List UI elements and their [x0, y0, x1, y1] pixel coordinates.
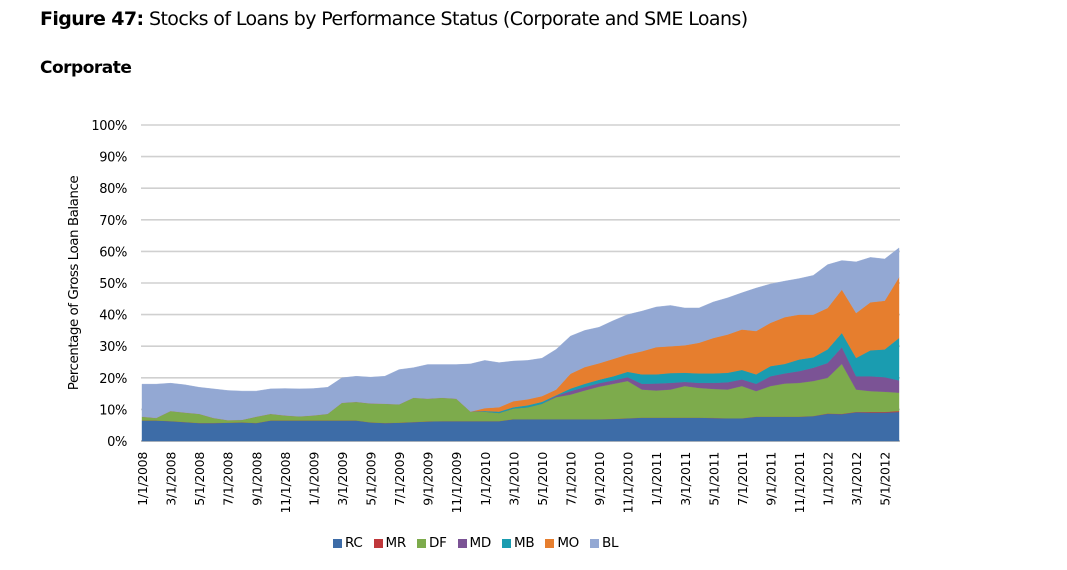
- legend-item-bl: BL: [590, 535, 618, 551]
- y-tick-label: 10%: [99, 403, 127, 418]
- area-bl: [141, 247, 900, 421]
- y-tick-label: 90%: [99, 151, 127, 166]
- figure-label: Figure 47:: [40, 8, 144, 30]
- y-tick-label: 100%: [91, 119, 127, 134]
- legend-label: MR: [385, 535, 407, 551]
- x-tick-label: 9/1/2010: [592, 452, 607, 506]
- x-tick-label: 11/1/2010: [621, 452, 636, 514]
- x-tick-label: 9/1/2011: [764, 452, 779, 506]
- chart-legend: RC MR DF MD MB MO BL: [333, 535, 629, 551]
- y-axis-ticks: 0% 10% 20% 30% 40% 50% 60% 70% 80% 90% 100%: [91, 119, 127, 450]
- x-tick-label: 3/1/2012: [849, 452, 864, 506]
- x-tick-label: 5/1/2012: [878, 452, 893, 506]
- legend-item-mr: MR: [373, 535, 407, 551]
- legend-item-md: MD: [457, 535, 492, 551]
- x-tick-label: 7/1/2008: [221, 452, 236, 506]
- legend-label: BL: [602, 535, 619, 551]
- legend-label: MO: [557, 535, 579, 551]
- y-tick-label: 70%: [99, 214, 127, 229]
- legend-label: RC: [345, 535, 363, 551]
- y-tick-label: 60%: [99, 245, 127, 260]
- y-tick-label: 40%: [99, 309, 127, 324]
- y-tick-label: 0%: [107, 435, 127, 450]
- legend-label: MB: [514, 535, 535, 551]
- x-tick-label: 11/1/2008: [278, 452, 293, 514]
- legend-item-df: DF: [416, 535, 447, 551]
- y-tick-label: 30%: [99, 340, 127, 355]
- legend-item-mo: MO: [545, 535, 579, 551]
- x-tick-label: 5/1/2011: [706, 452, 721, 506]
- y-tick-label: 20%: [99, 372, 127, 387]
- legend-label: MD: [469, 535, 492, 551]
- x-tick-label: 9/1/2009: [421, 452, 436, 506]
- x-tick-label: 3/1/2009: [335, 452, 350, 506]
- x-tick-label: 5/1/2009: [364, 452, 379, 506]
- legend-swatch: [590, 538, 599, 548]
- x-tick-label: 3/1/2011: [678, 452, 693, 506]
- x-tick-label: 1/1/2011: [649, 452, 664, 506]
- x-tick-label: 1/1/2010: [478, 452, 493, 506]
- x-tick-label: 3/1/2010: [506, 452, 521, 506]
- y-tick-label: 50%: [99, 277, 127, 292]
- x-tick-label: 7/1/2009: [392, 452, 407, 506]
- x-tick-label: 11/1/2009: [449, 452, 464, 514]
- chart-subtitle: Corporate: [40, 58, 132, 78]
- x-tick-label: 1/1/2008: [135, 452, 150, 506]
- x-tick-label: 1/1/2012: [821, 452, 836, 506]
- x-tick-label: 7/1/2010: [564, 452, 579, 506]
- x-tick-label: 5/1/2010: [535, 452, 550, 506]
- x-tick-label: 11/1/2011: [792, 452, 807, 513]
- x-tick-label: 3/1/2008: [164, 452, 179, 506]
- x-tick-label: 1/1/2009: [306, 452, 321, 506]
- legend-swatch: [333, 538, 342, 548]
- x-tick-label: 7/1/2011: [735, 452, 750, 506]
- x-axis-ticks: 1/1/2008 3/1/2008 5/1/2008 7/1/2008 9/1/2008…: [135, 452, 893, 514]
- series-areas: [141, 247, 900, 442]
- figure-title: Figure 47: Stocks of Loans by Performanc…: [40, 8, 748, 30]
- figure-title-text: Stocks of Loans by Performance Status (C…: [148, 8, 748, 30]
- legend-swatch: [545, 538, 555, 548]
- legend-item-mb: MB: [502, 535, 535, 551]
- legend-swatch: [416, 538, 426, 548]
- legend-item-rc: RC: [333, 535, 363, 551]
- legend-swatch: [373, 538, 383, 548]
- y-tick-label: 80%: [99, 182, 127, 197]
- legend-swatch: [457, 538, 467, 548]
- legend-swatch: [502, 538, 511, 548]
- x-tick-label: 9/1/2008: [249, 452, 264, 506]
- legend-label: DF: [428, 535, 447, 551]
- x-tick-label: 5/1/2008: [192, 452, 207, 506]
- y-axis-label: Percentage of Gross Loan Balance: [66, 176, 82, 391]
